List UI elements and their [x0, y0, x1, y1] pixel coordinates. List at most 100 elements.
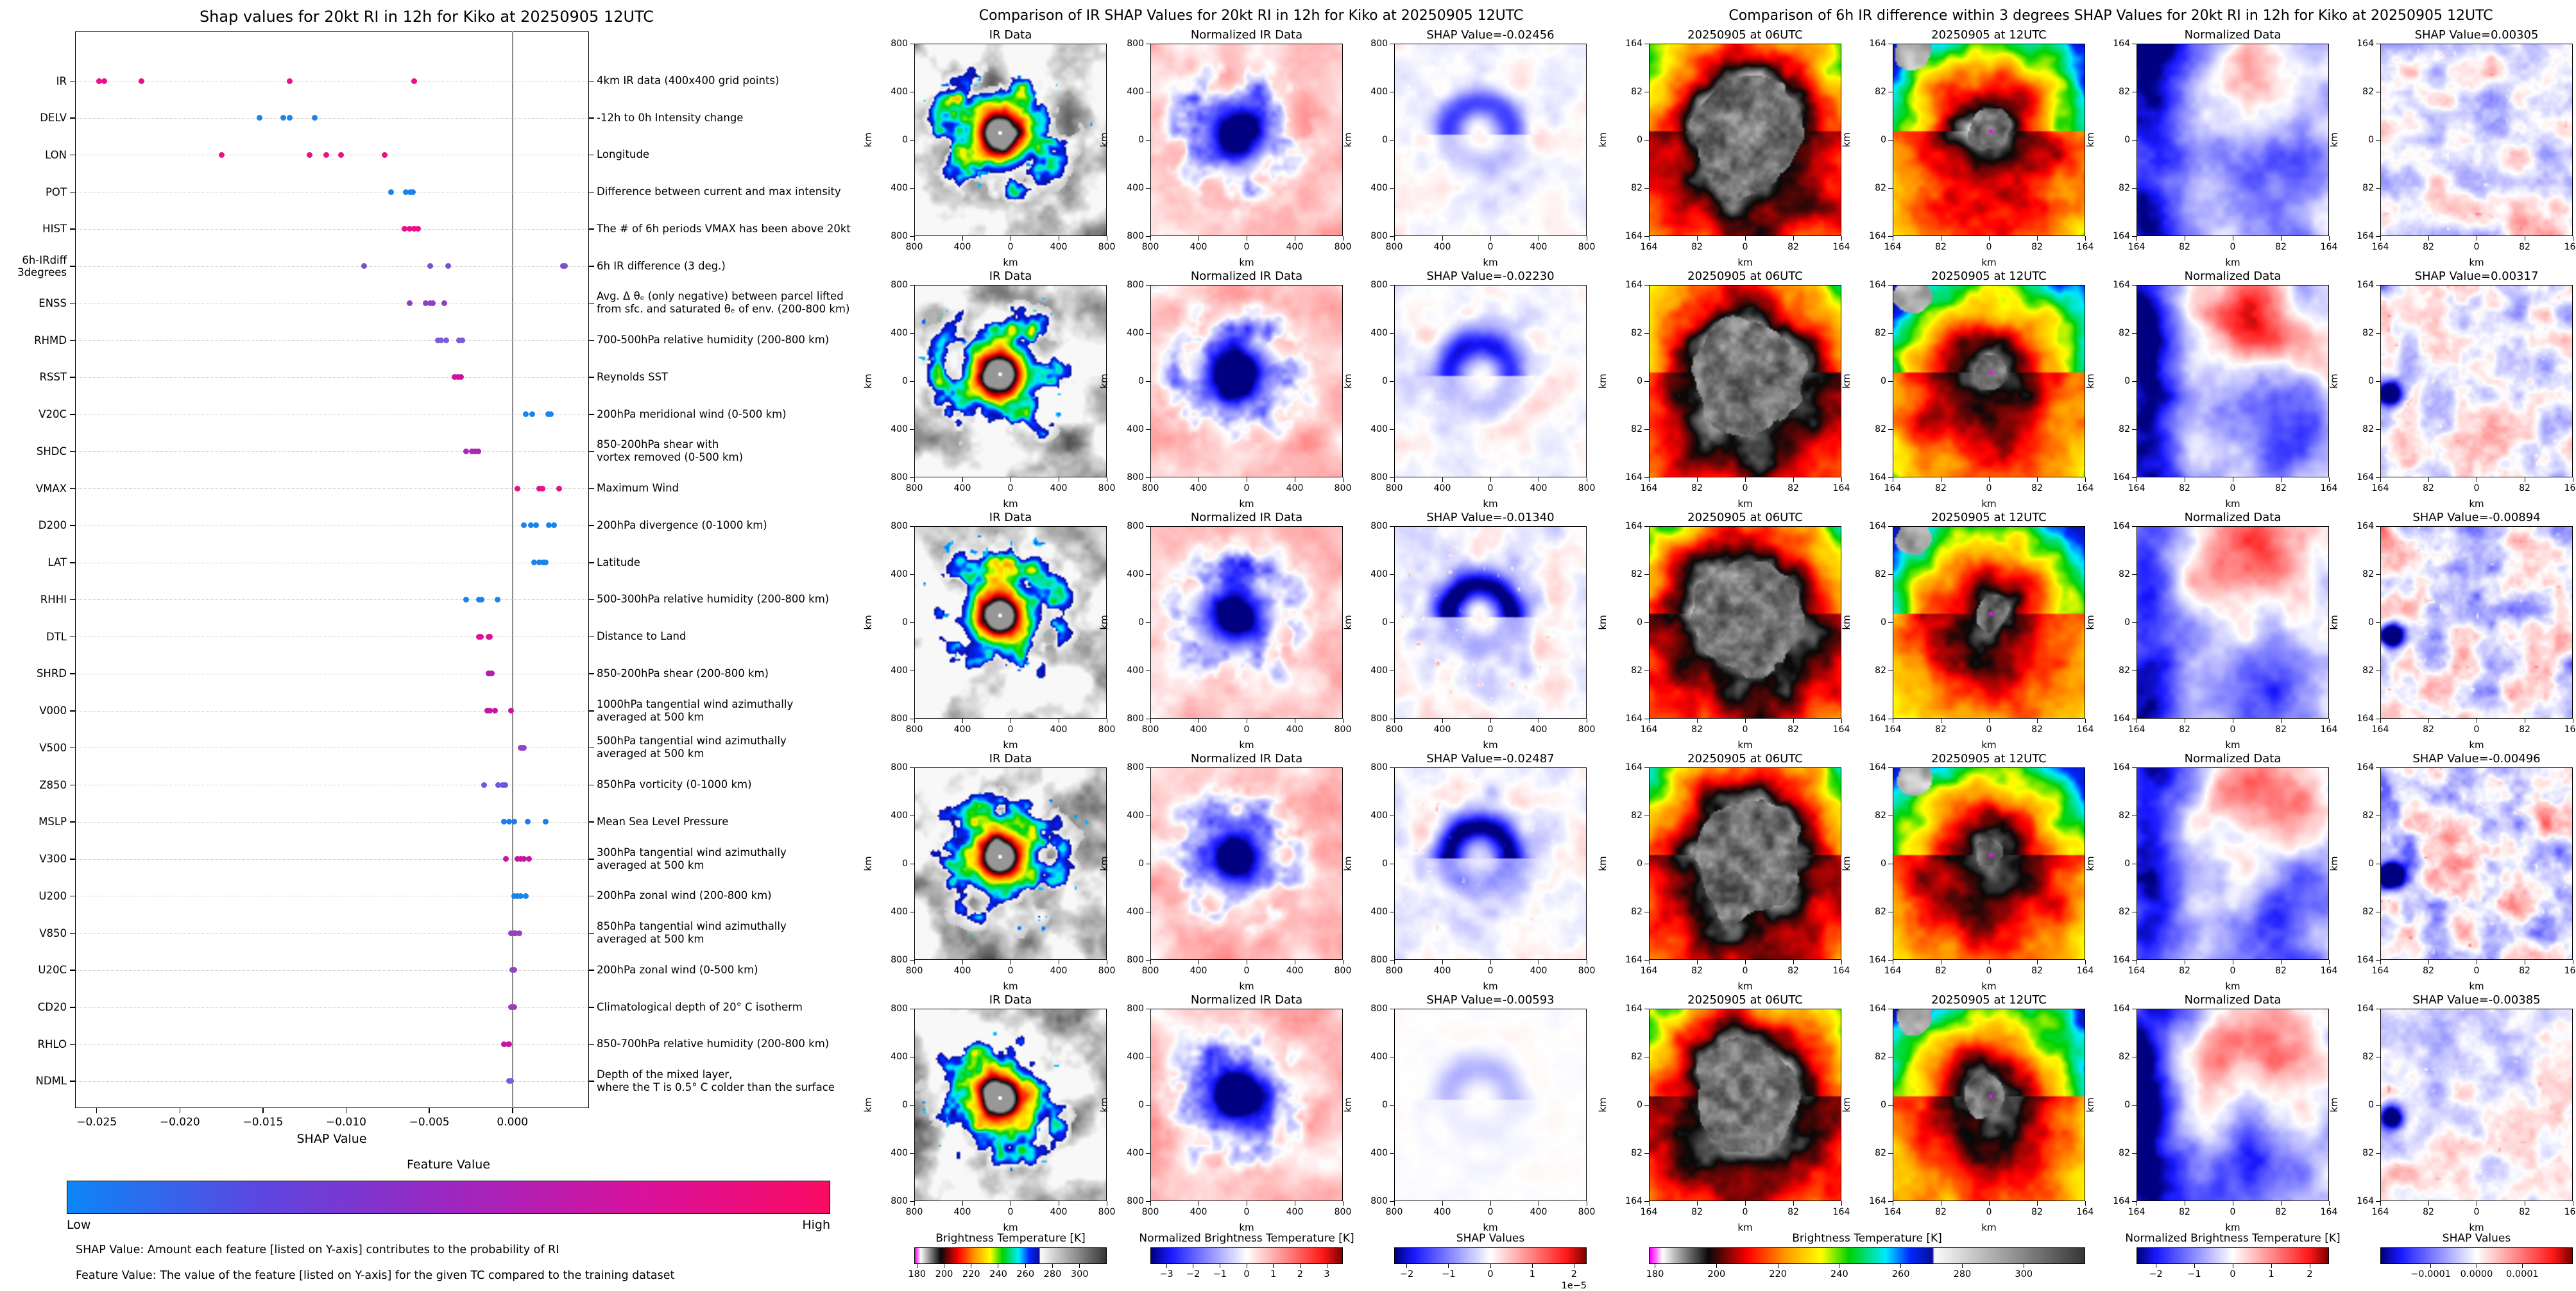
y-tick-label: 0	[1637, 376, 1642, 386]
x-axis-unit-label: km	[2469, 1222, 2484, 1233]
y-tick-label: 82	[1875, 328, 1886, 338]
x-tick-label: 800	[1578, 242, 1596, 252]
shap-dot	[475, 448, 482, 454]
y-tick-label: 400	[1127, 569, 1144, 579]
x-tick-mark	[1793, 719, 1794, 723]
shap-dot	[508, 1004, 514, 1010]
x-tick-mark	[262, 1108, 264, 1113]
desc-tick-mark	[589, 339, 594, 341]
colorbar-tick-mark	[1079, 1264, 1080, 1268]
x-tick-label: 800	[905, 242, 923, 252]
y-tick-label: 800	[1127, 280, 1144, 290]
x-tick-label: 82	[1691, 724, 1703, 735]
row-gridline	[76, 228, 588, 230]
shap-dot	[487, 708, 493, 714]
y-axis-unit-label: km	[1841, 615, 1852, 630]
row-gridline	[76, 340, 588, 341]
x-tick-label: 800	[1098, 966, 1116, 976]
y-tick-label: 82	[2119, 183, 2130, 193]
x-tick-mark	[2085, 236, 2086, 241]
feature-description: 300hPa tangential wind azimuthally avera…	[597, 846, 787, 871]
feature-label: VMAX	[35, 482, 67, 495]
y-tick-label: 82	[2119, 1148, 2130, 1158]
y-tick-label: 164	[1869, 521, 1886, 531]
x-tick-label: 164	[2128, 966, 2145, 976]
x-tick-mark	[1696, 719, 1698, 723]
colorbar-tick-label: 0.0000	[2460, 1269, 2493, 1279]
y-tick-mark	[1888, 1152, 1893, 1154]
ir-12utc-panel	[1893, 526, 2085, 719]
x-axis-unit-label: km	[1239, 980, 1254, 992]
brightness-temp-colorbar-right	[1649, 1247, 2085, 1264]
y-tick-mark	[70, 636, 75, 638]
x-tick-label: 400	[1050, 1207, 1068, 1217]
x-tick-label: 0	[1007, 966, 1014, 976]
x-tick-mark	[1696, 477, 1698, 482]
shap-dot	[414, 226, 421, 232]
y-tick-label: 0	[902, 135, 908, 145]
y-axis-unit-label: km	[1597, 132, 1608, 148]
x-tick-mark	[2085, 719, 2086, 723]
normalized-data-panel	[2137, 44, 2329, 236]
y-tick-label: 400	[891, 87, 908, 97]
y-tick-mark	[1390, 187, 1394, 189]
feature-description: 850-200hPa shear with vortex removed (0-…	[597, 438, 744, 464]
y-tick-mark	[2132, 284, 2137, 286]
shap-dot	[438, 337, 444, 343]
shap-dot	[539, 485, 545, 492]
y-tick-mark	[1146, 1201, 1150, 1202]
x-tick-mark	[1442, 719, 1443, 723]
x-tick-mark	[1696, 236, 1698, 241]
x-tick-label: 400	[1050, 242, 1068, 252]
x-tick-mark	[962, 1201, 963, 1206]
x-axis-unit-label: km	[1483, 980, 1498, 992]
x-tick-mark	[914, 719, 915, 723]
x-tick-label: 164	[2371, 724, 2389, 735]
brightness-temp-colorbar-right-gradient	[1650, 1248, 2085, 1263]
shap-dot	[508, 930, 514, 936]
normalized-data-image	[2137, 44, 2328, 235]
colorbar-tick-label: 180	[908, 1269, 926, 1279]
row-gridline	[76, 933, 588, 934]
x-tick-label: 0	[1986, 1207, 1992, 1217]
y-tick-mark	[910, 477, 914, 478]
y-tick-label: 82	[1631, 569, 1642, 579]
x-tick-label: 400	[1286, 724, 1304, 735]
irdiff-shap-panel	[2380, 44, 2573, 236]
colorbar-tick-mark	[1900, 1264, 1902, 1268]
y-tick-label: 164	[2357, 762, 2374, 773]
x-tick-label: 400	[1530, 966, 1548, 976]
y-tick-label: 400	[1127, 665, 1144, 676]
y-tick-mark	[1146, 429, 1150, 430]
y-tick-label: 164	[1869, 280, 1886, 290]
shap-value-panel	[1394, 1009, 1587, 1201]
shap-dot	[562, 263, 568, 269]
y-tick-label: 400	[1127, 424, 1144, 434]
y-tick-label: 82	[2119, 1052, 2130, 1062]
x-tick-mark	[1490, 719, 1491, 723]
x-tick-label: 400	[1530, 1207, 1548, 1217]
normalized-ir-panel	[1150, 285, 1343, 477]
y-tick-label: 0	[2124, 376, 2130, 386]
x-tick-label: 400	[1286, 483, 1304, 493]
feature-label: Z850	[39, 778, 67, 791]
shap-dot	[551, 522, 558, 529]
shap-dot	[218, 151, 225, 158]
colorbar-tick-label: 3	[1324, 1269, 1330, 1279]
x-tick-label: 82	[1787, 966, 1799, 976]
normalized-ir-panel	[1150, 44, 1343, 236]
y-tick-label: 82	[2119, 424, 2130, 434]
x-axis-unit-label: km	[2225, 1222, 2240, 1233]
y-axis-unit-label: km	[1098, 856, 1110, 871]
y-tick-label: 800	[1370, 1004, 1388, 1014]
x-tick-label: 0	[1243, 966, 1250, 976]
shap-dot	[423, 300, 429, 306]
x-tick-mark	[2428, 719, 2429, 723]
x-tick-mark	[2036, 1201, 2038, 1206]
beeswarm-xlabel: SHAP Value	[296, 1132, 367, 1146]
shap-dot	[454, 374, 461, 380]
y-tick-label: 400	[1370, 183, 1388, 193]
y-tick-label: 800	[1370, 762, 1388, 773]
y-axis-unit-label: km	[1597, 1097, 1608, 1113]
